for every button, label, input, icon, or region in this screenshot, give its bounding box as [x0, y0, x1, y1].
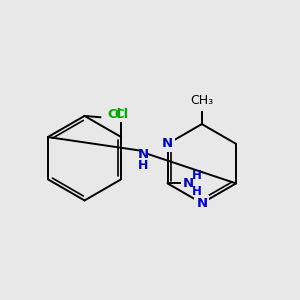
Text: H: H	[138, 159, 148, 172]
Text: Cl: Cl	[108, 108, 122, 121]
Text: Cl: Cl	[114, 108, 128, 121]
Text: H: H	[192, 169, 202, 182]
Text: N: N	[196, 197, 207, 210]
Text: N: N	[138, 148, 149, 160]
Text: CH₃: CH₃	[190, 94, 213, 107]
Text: N: N	[183, 177, 194, 190]
Text: H: H	[192, 184, 202, 197]
Text: N: N	[162, 137, 173, 150]
